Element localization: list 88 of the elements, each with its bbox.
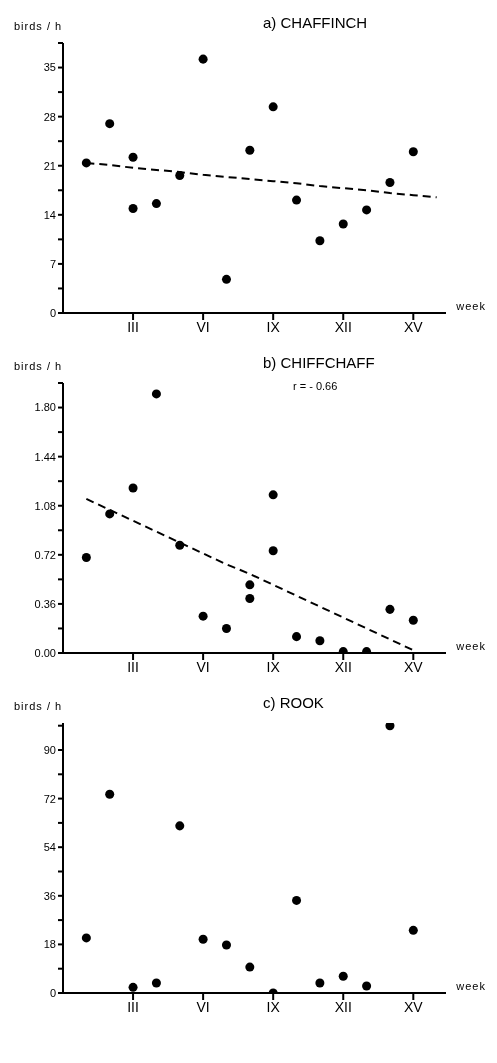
point <box>245 145 255 155</box>
point <box>362 205 372 215</box>
point <box>128 982 138 992</box>
point <box>198 54 208 64</box>
y-tick-label: 7 <box>49 257 56 270</box>
y-tick-label: 1.08 <box>34 499 56 512</box>
point <box>198 934 208 944</box>
point <box>151 199 161 209</box>
y-tick-label: 72 <box>43 792 56 805</box>
point <box>245 593 255 603</box>
point <box>268 490 278 500</box>
x-tick-label: III <box>127 658 139 675</box>
point <box>81 553 91 563</box>
annotation: r = - 0.66 <box>293 380 338 392</box>
point <box>221 940 231 950</box>
y-tick-label: 0 <box>49 986 56 999</box>
chart-title: a) CHAFFINCH <box>263 14 368 31</box>
point <box>315 636 325 646</box>
x-tick-label: III <box>127 998 139 1015</box>
x-tick-label: XV <box>403 318 424 335</box>
x-tick-label: IX <box>266 998 281 1015</box>
x-tick-label: XII <box>334 998 352 1015</box>
y-tick-label: 36 <box>43 889 56 902</box>
x-tick-label: IX <box>266 318 281 335</box>
y-tick-label: 18 <box>43 938 56 951</box>
point <box>408 147 418 157</box>
y-tick-label: 0 <box>49 306 56 319</box>
x-tick-label: VI <box>196 658 210 675</box>
point <box>128 483 138 493</box>
point <box>268 546 278 556</box>
x-tick-label: III <box>127 318 139 335</box>
chart-title: b) CHIFFCHAFF <box>263 354 375 371</box>
point <box>175 540 185 550</box>
point <box>151 978 161 988</box>
point <box>175 821 185 831</box>
point <box>362 981 372 991</box>
point <box>385 723 395 731</box>
point <box>198 611 208 621</box>
point <box>81 158 91 168</box>
point <box>128 204 138 214</box>
point <box>268 102 278 112</box>
x-tick-label: VI <box>196 318 210 335</box>
y-tick-label: 0.72 <box>34 548 56 561</box>
x-tick-label: XII <box>334 658 352 675</box>
y-tick-label: 1.44 <box>34 450 56 463</box>
point <box>245 962 255 972</box>
x-axis-title: week <box>456 640 486 652</box>
point <box>385 178 395 188</box>
point <box>175 171 185 181</box>
x-axis-title: week <box>456 300 486 312</box>
y-axis-title: birds / h <box>14 700 63 712</box>
x-tick-label: XV <box>403 998 424 1015</box>
y-axis-title: birds / h <box>14 360 63 372</box>
point <box>315 978 325 988</box>
y-tick-label: 54 <box>43 841 56 854</box>
y-tick-label: 28 <box>43 110 56 123</box>
point <box>385 604 395 614</box>
point <box>292 195 302 205</box>
y-tick-label: 0.00 <box>34 646 56 659</box>
y-tick-label: 21 <box>43 159 56 172</box>
y-tick-label: 90 <box>43 743 56 756</box>
point <box>105 789 115 799</box>
point <box>245 580 255 590</box>
x-axis-title: week <box>456 980 486 992</box>
point <box>105 509 115 519</box>
y-axis-title: birds / h <box>14 20 63 32</box>
point <box>292 895 302 905</box>
point <box>315 236 325 246</box>
point <box>221 274 231 284</box>
y-tick-label: 35 <box>43 61 56 74</box>
x-tick-label: XII <box>334 318 352 335</box>
point <box>151 389 161 399</box>
y-tick-label: 14 <box>43 208 56 221</box>
x-tick-label: IX <box>266 658 281 675</box>
x-tick-label: VI <box>196 998 210 1015</box>
point <box>81 933 91 943</box>
y-tick-label: 1.80 <box>34 401 56 414</box>
point <box>292 632 302 642</box>
x-tick-label: XV <box>403 658 424 675</box>
point <box>221 623 231 633</box>
point <box>128 152 138 162</box>
point <box>408 615 418 625</box>
point <box>408 925 418 935</box>
y-tick-label: 0.36 <box>34 597 56 610</box>
point <box>338 971 348 981</box>
point <box>105 119 115 129</box>
chart-title: c) ROOK <box>263 694 324 711</box>
point <box>338 219 348 229</box>
